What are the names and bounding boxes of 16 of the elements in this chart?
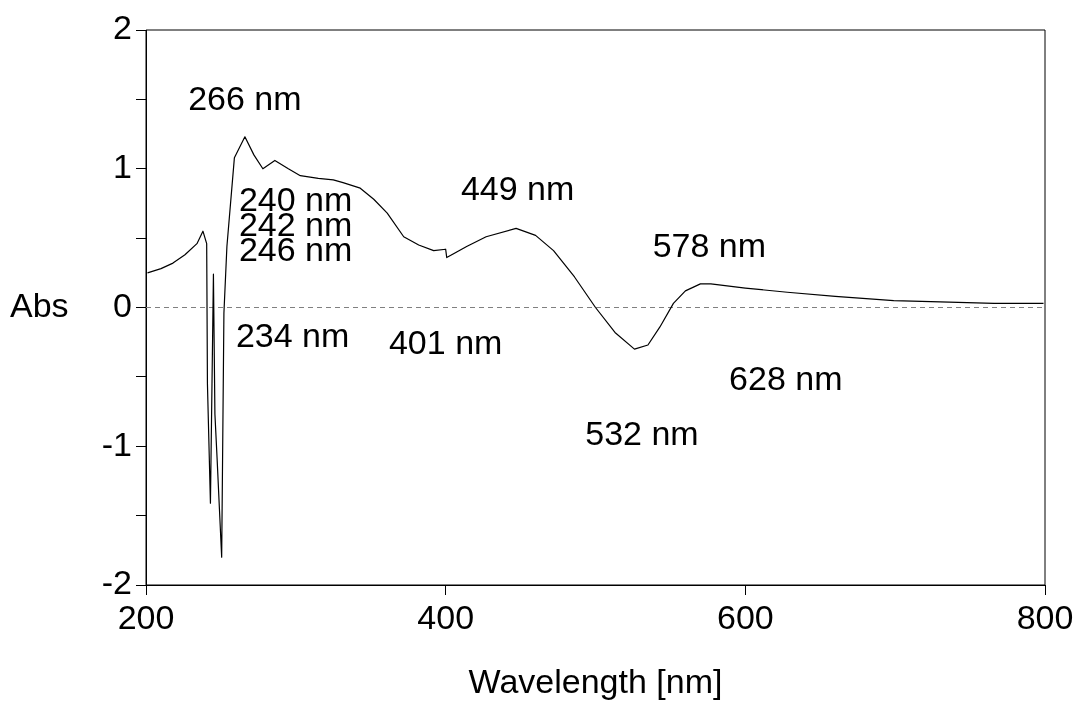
y-tick-label: 2 <box>113 8 132 47</box>
annotation: 449 nm <box>460 169 575 208</box>
annotation: 578 nm <box>652 226 767 265</box>
annotation: 628 nm <box>729 359 843 398</box>
annotation: 532 nm <box>585 413 699 452</box>
y-tick-label: 0 <box>113 285 132 324</box>
x-axis-title: Wavelength [nm] <box>468 661 723 700</box>
x-tick-label: 800 <box>1016 597 1074 636</box>
annotation: 266 nm <box>188 79 302 118</box>
y-axis-title: Abs <box>10 285 69 324</box>
x-tick-label: 600 <box>716 597 774 636</box>
x-tick-label: 400 <box>417 597 475 636</box>
annotation: 401 nm <box>388 323 503 362</box>
y-tick-label: 1 <box>113 147 132 186</box>
y-tick-label: -1 <box>101 424 132 463</box>
annotation: 234 nm <box>235 316 350 355</box>
